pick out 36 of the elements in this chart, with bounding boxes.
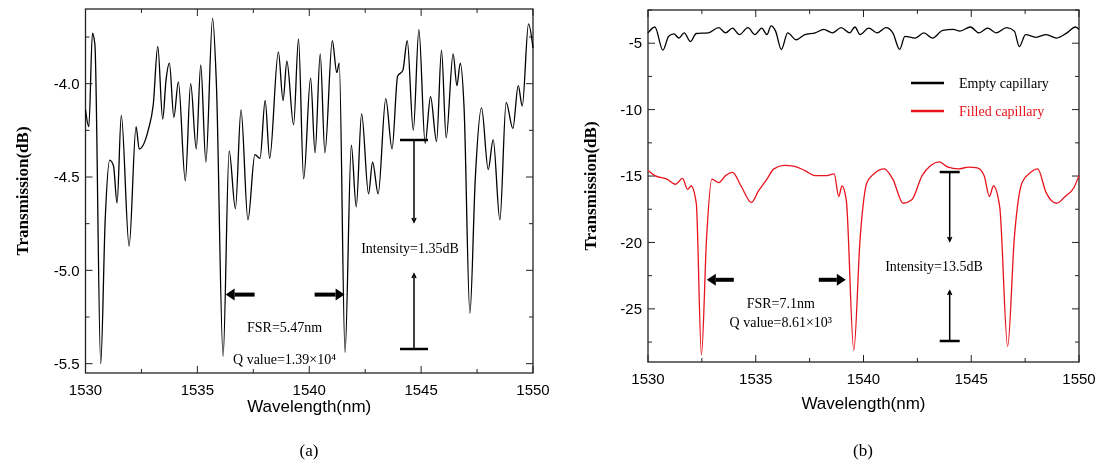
x-tick-label: 1540 — [292, 381, 326, 398]
annotation: Q value=1.39×10⁴ — [233, 351, 337, 367]
y-tick-label: -25 — [620, 300, 642, 318]
legend-label: Filled capillary — [959, 103, 1045, 119]
annotation: Q value=8.61×10³ — [729, 314, 833, 330]
y-tick-label: -4.0 — [53, 74, 80, 92]
y-tick-label: -5 — [628, 34, 642, 52]
x-tick-label: 1550 — [516, 381, 550, 398]
annotation: Intensity=13.5dB — [885, 258, 983, 274]
y-tick-label: -5.5 — [53, 354, 80, 372]
annotation: Intensity=1.35dB — [361, 240, 459, 256]
y-tick-label: -4.5 — [53, 168, 80, 186]
y-tick-label: -5.0 — [53, 261, 80, 279]
x-tick-label: 1530 — [631, 370, 665, 387]
annotation: FSR=7.1nm — [746, 295, 815, 311]
x-tick-label: 1535 — [739, 370, 773, 387]
x-tick-label: 1550 — [1062, 370, 1096, 387]
line-series — [647, 161, 1080, 356]
legend-label: Empty capillary — [959, 75, 1049, 91]
x-tick-label: 1535 — [180, 381, 215, 398]
y-tick-label: -15 — [620, 167, 642, 185]
x-tick-label: 1545 — [404, 381, 438, 398]
y-axis-title: Transmission(dB) — [580, 121, 600, 251]
text: (b) — [853, 440, 873, 460]
x-tick-label: 1530 — [68, 381, 103, 398]
x-axis-title: Wavelength(nm) — [801, 394, 926, 413]
y-tick-label: -20 — [620, 233, 642, 251]
x-tick-label: 1545 — [954, 370, 988, 387]
y-tick-label: -10 — [620, 100, 642, 118]
text: (a) — [299, 440, 319, 460]
x-axis-title: Wavelength(nm) — [247, 397, 372, 416]
line-series — [84, 17, 534, 365]
annotation: FSR=5.47nm — [247, 319, 323, 335]
y-axis-title: Transmission(dB) — [12, 126, 32, 256]
line-series — [647, 25, 1080, 51]
x-tick-label: 1540 — [846, 370, 881, 387]
